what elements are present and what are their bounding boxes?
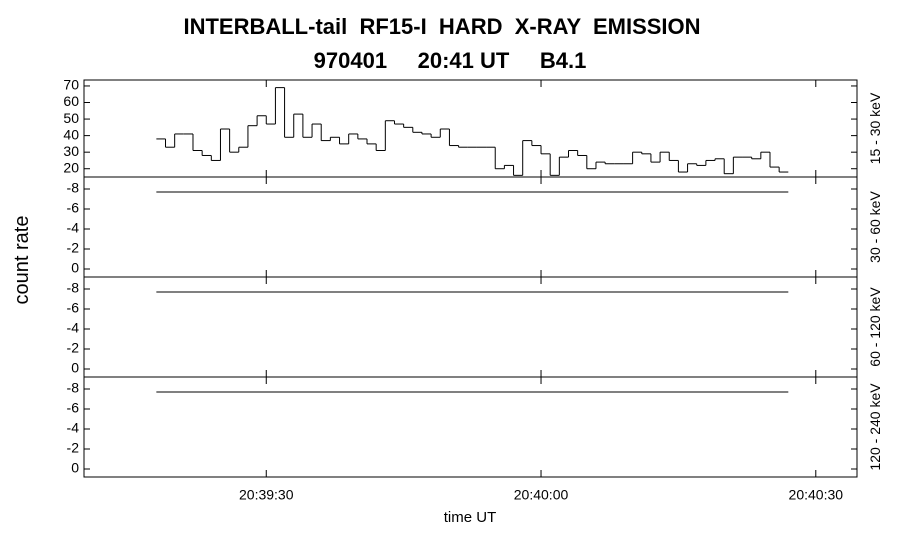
panel-frame	[83, 79, 858, 178]
y-tick-label: 70	[63, 77, 79, 93]
y-tick-label: 0	[71, 360, 79, 376]
channel-label: 60 - 120 keV	[867, 287, 883, 367]
y-tick-label: 0	[71, 460, 79, 476]
y-tick-label: -2	[67, 340, 80, 356]
y-tick-label: -6	[67, 300, 80, 316]
y-tick-label: -6	[67, 400, 80, 416]
x-tick-label: 20:40:30	[789, 487, 844, 503]
y-tick-label: 50	[63, 110, 79, 126]
step-riser	[165, 87, 780, 176]
y-tick-label: 60	[63, 93, 79, 109]
panel-frame	[83, 376, 858, 478]
x-tick-label: 20:40:00	[514, 487, 569, 503]
y-tick-label: -4	[67, 320, 80, 336]
x-axis-label: time UT	[444, 509, 497, 526]
y-tick-label: -4	[67, 420, 80, 436]
chart-subtitle: 970401 20:41 UT B4.1	[314, 48, 587, 73]
y-tick-label: -4	[67, 220, 80, 236]
channel-label: 15 - 30 keV	[867, 92, 883, 164]
y-axis-label: count rate	[11, 216, 33, 305]
y-tick-label: -6	[67, 200, 80, 216]
y-tick-label: 20	[63, 159, 79, 175]
x-tick-label: 20:39:30	[239, 487, 294, 503]
y-tick-label: -8	[67, 380, 80, 396]
channel-label: 30 - 60 keV	[867, 191, 883, 263]
y-tick-label: -8	[67, 280, 80, 296]
channel-label: 120 - 240 keV	[867, 383, 883, 471]
y-tick-label: 40	[63, 126, 79, 142]
y-tick-label: -2	[67, 240, 80, 256]
y-tick-label: -8	[67, 180, 80, 196]
chart-title: INTERBALL-tail RF15-I HARD X-RAY EMISSIO…	[183, 14, 700, 39]
y-tick-label: 30	[63, 143, 79, 159]
y-tick-label: 0	[71, 260, 79, 276]
y-tick-label: -2	[67, 440, 80, 456]
